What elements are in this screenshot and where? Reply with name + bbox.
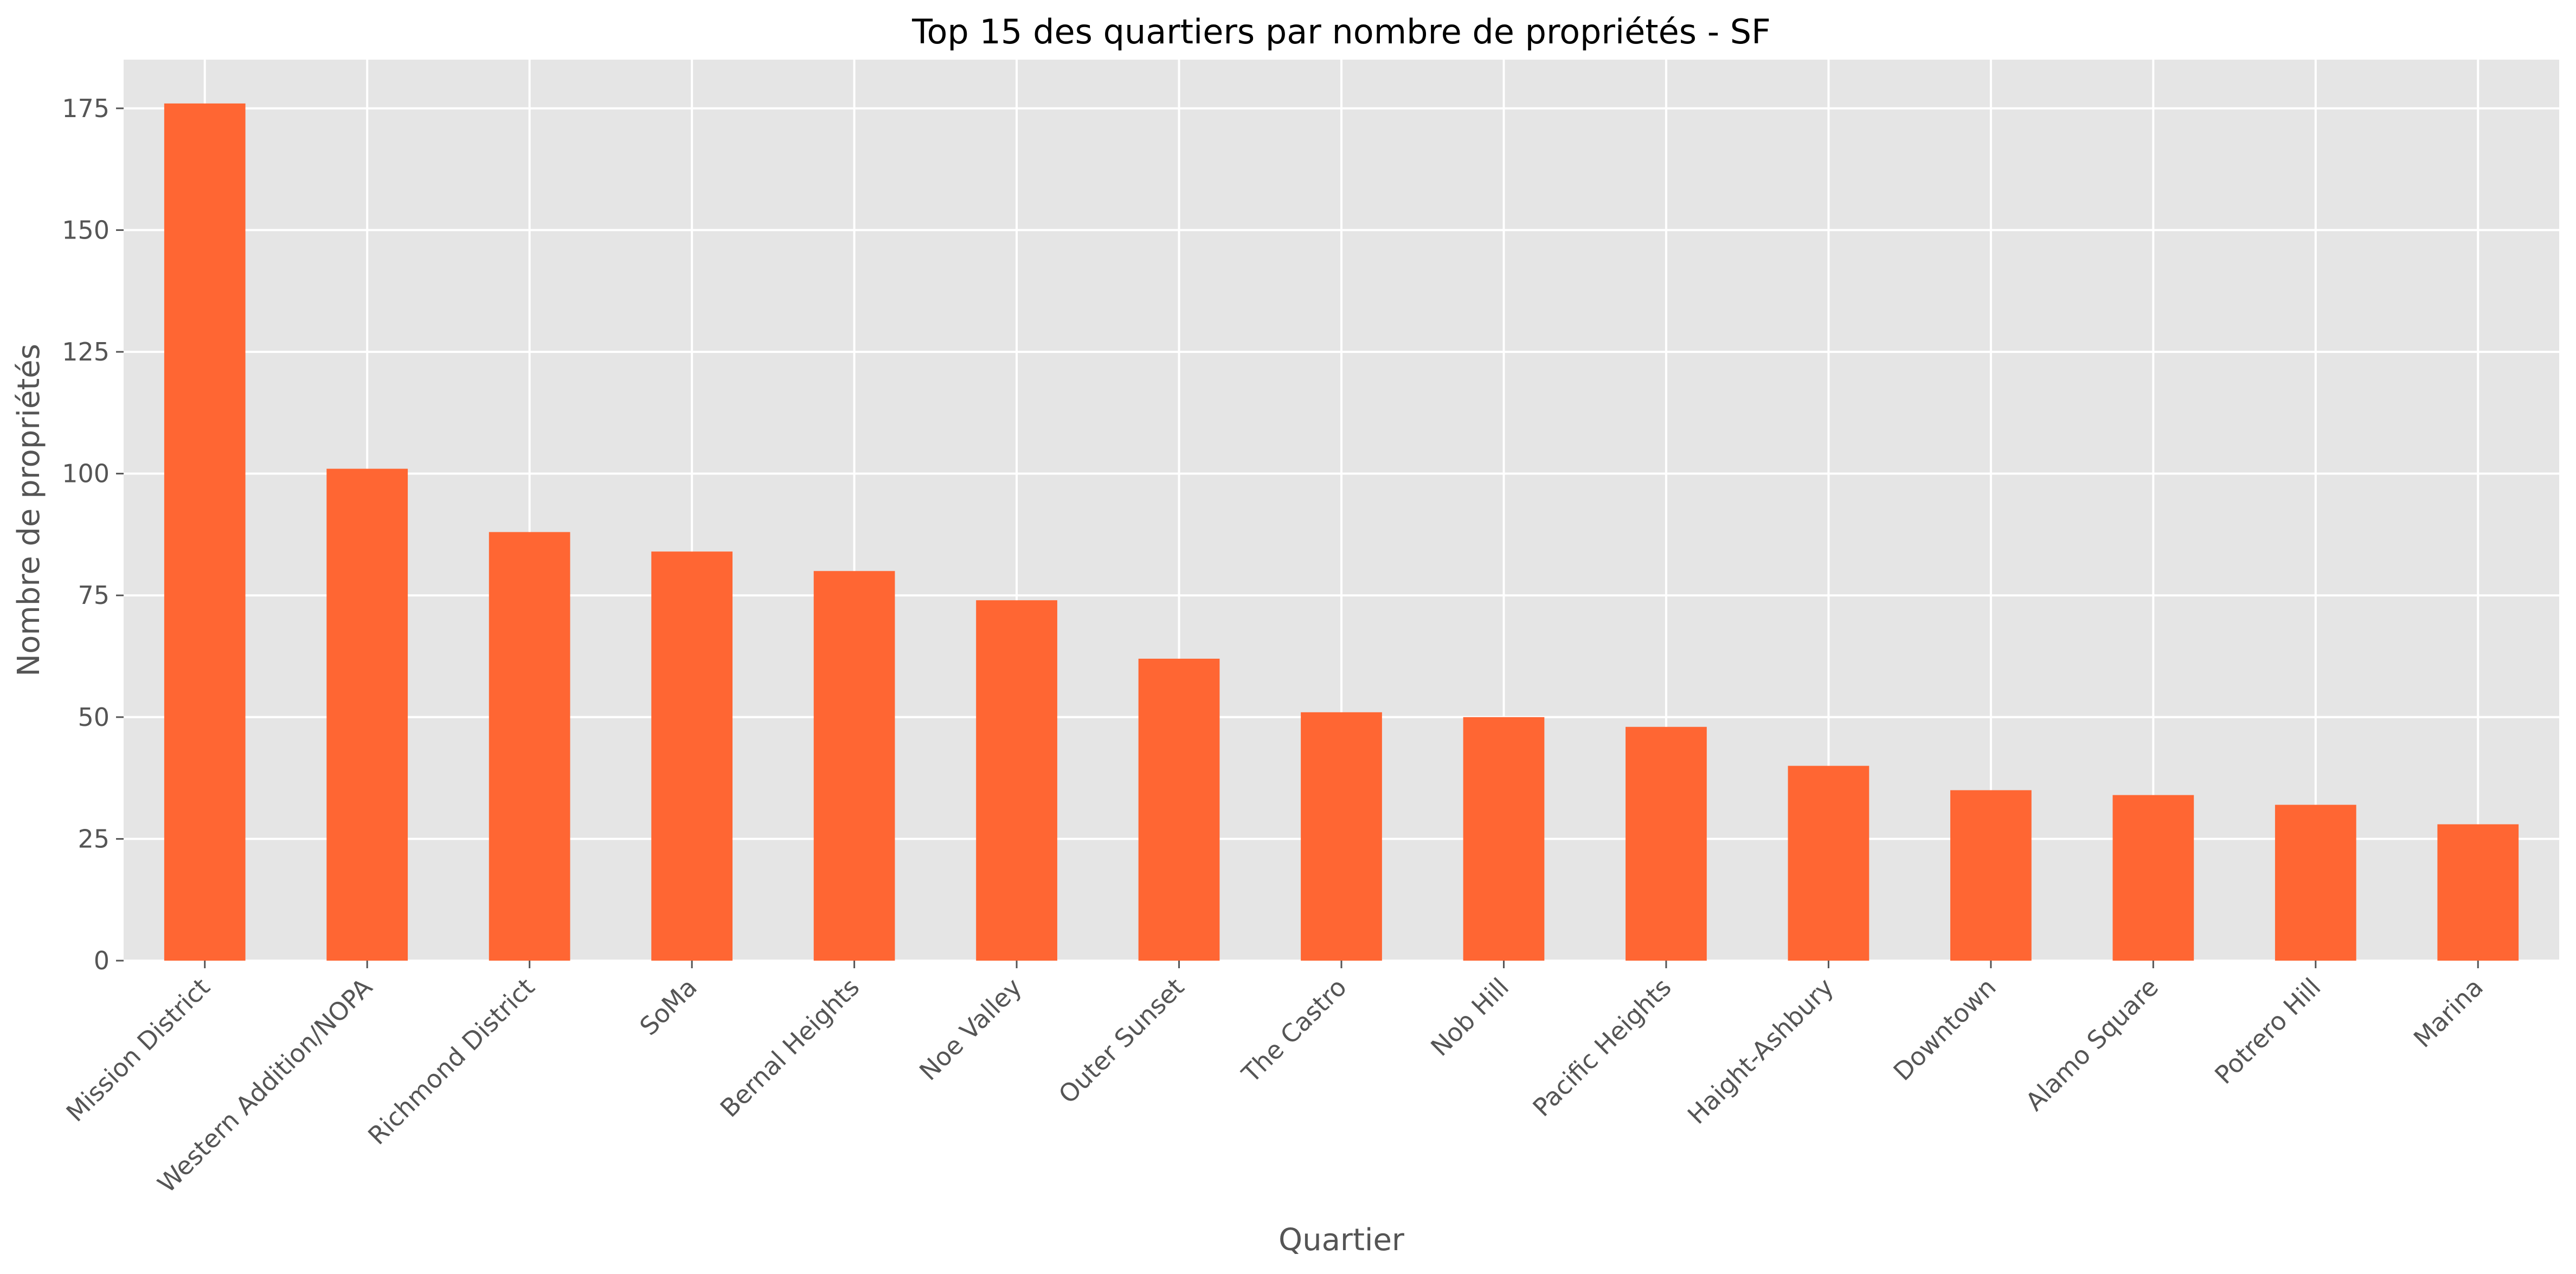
y-tick-label: 150 — [62, 215, 110, 244]
bar — [326, 468, 408, 961]
x-tick-label: Potrero Hill — [2209, 973, 2326, 1090]
y-tick-label: 100 — [62, 459, 110, 488]
y-axis: 0 25 50 75 100 125 150 175 — [62, 94, 124, 975]
x-tick-label: Richmond District — [362, 973, 540, 1150]
bar — [164, 103, 246, 961]
chart-title: Top 15 des quartiers par nombre de propr… — [911, 12, 1771, 52]
y-tick-label: 25 — [78, 824, 110, 853]
x-tick-label: Marina — [2408, 973, 2489, 1053]
x-tick-label: Downtown — [1887, 973, 2001, 1086]
x-tick-label: Mission District — [61, 973, 216, 1128]
x-tick-label: Noe Valley — [914, 973, 1027, 1086]
x-tick-label: Pacific Heights — [1527, 973, 1676, 1122]
bar — [2437, 824, 2519, 961]
y-tick-label: 75 — [78, 581, 110, 610]
x-tick-label: Bernal Heights — [715, 973, 865, 1123]
bar — [1626, 726, 1707, 961]
x-axis-label: Quartier — [1279, 1222, 1405, 1258]
x-tick-label: Alamo Square — [2020, 973, 2164, 1117]
x-tick-label: Nob Hill — [1425, 973, 1514, 1062]
bar — [489, 532, 570, 961]
y-tick-label: 175 — [62, 94, 110, 123]
bar — [813, 571, 895, 961]
bar — [1301, 712, 1382, 961]
y-tick-label: 0 — [94, 946, 110, 975]
x-tick-label: Outer Sunset — [1053, 973, 1190, 1109]
y-tick-label: 50 — [78, 703, 110, 732]
x-tick-label: SoMa — [634, 973, 703, 1041]
bar — [1788, 765, 1870, 961]
bar — [1463, 717, 1545, 961]
bars-layer — [164, 103, 2519, 961]
bar — [2112, 795, 2194, 961]
bar — [1950, 790, 2032, 961]
y-tick-label: 125 — [62, 337, 110, 366]
bar — [2275, 805, 2356, 961]
x-tick-label: Haight-Ashbury — [1682, 973, 1839, 1130]
bar — [976, 600, 1057, 961]
bar — [651, 551, 733, 961]
bar — [1138, 659, 1220, 961]
y-axis-label: Nombre de propriétés — [11, 344, 47, 677]
x-tick-label: The Castro — [1236, 973, 1352, 1089]
